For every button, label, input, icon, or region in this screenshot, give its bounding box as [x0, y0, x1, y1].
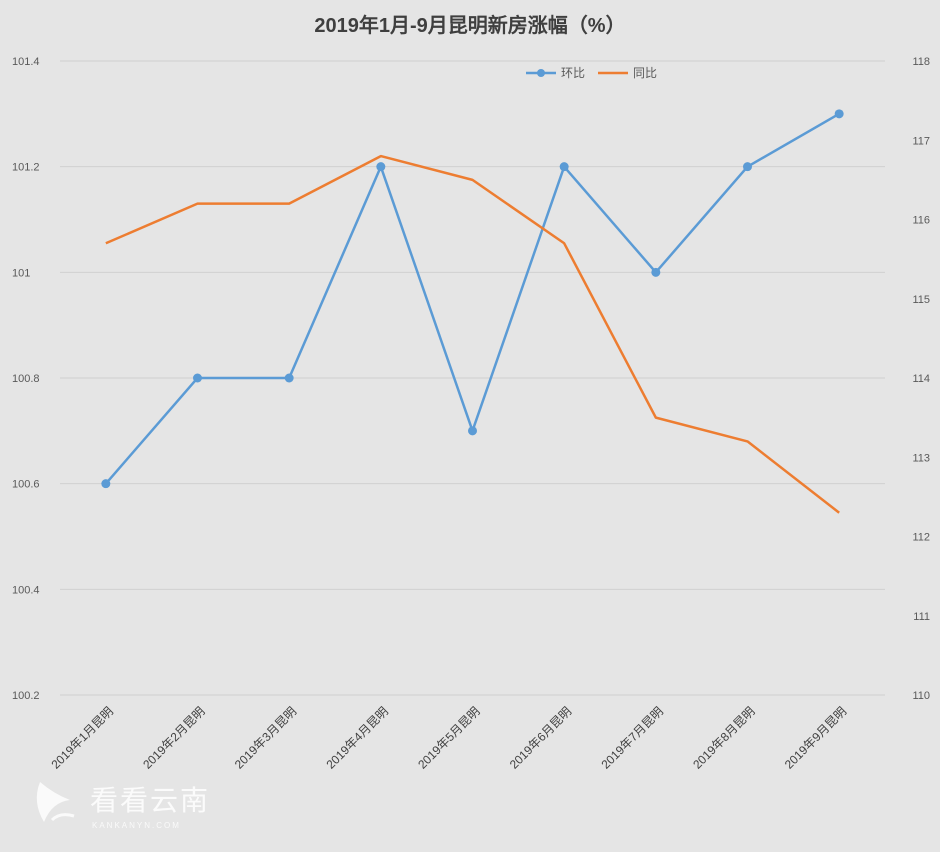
y-left-tick-label: 101.2 — [12, 162, 40, 174]
data-point — [101, 479, 111, 489]
watermark-subtext: KANKANYN.COM — [92, 821, 181, 830]
y-axis-right: 110 111 112 113 114 115 116 117 118 — [912, 56, 930, 702]
x-axis: 2019年1月昆明 2019年2月昆明 2019年3月昆明 2019年4月昆明 2019… — [49, 704, 850, 771]
x-tick-label: 2019年4月昆明 — [324, 704, 391, 771]
y-right-tick-label: 112 — [912, 532, 930, 544]
y-right-tick-label: 115 — [912, 294, 930, 306]
y-right-tick-label: 110 — [912, 690, 930, 702]
y-right-tick-label: 113 — [912, 452, 930, 464]
x-tick-label: 2019年6月昆明 — [507, 704, 574, 771]
legend-label: 同比 — [633, 66, 657, 80]
grid — [60, 60, 885, 696]
x-tick-label: 2019年2月昆明 — [140, 704, 207, 771]
series — [101, 109, 844, 514]
y-left-tick-label: 100.2 — [12, 690, 40, 702]
data-point — [834, 109, 844, 119]
x-tick-label: 2019年7月昆明 — [599, 704, 666, 771]
y-right-tick-label: 111 — [913, 611, 930, 623]
y-right-tick-label: 114 — [912, 373, 930, 385]
watermark-logo-icon — [36, 782, 75, 822]
legend-marker — [537, 69, 545, 77]
y-axis-left: 100.2 100.4 100.6 100.8 101 101.2 101.4 — [12, 56, 40, 702]
y-right-tick-label: 118 — [912, 56, 930, 68]
legend: 环比 同比 — [526, 66, 657, 80]
y-right-tick-label: 117 — [912, 135, 930, 147]
x-tick-label: 2019年3月昆明 — [232, 704, 299, 771]
watermark-text: 看看云南 — [90, 785, 210, 816]
y-left-tick-label: 101 — [12, 267, 30, 279]
data-point — [651, 267, 661, 277]
y-right-tick-label: 116 — [912, 215, 930, 227]
x-tick-label: 2019年8月昆明 — [690, 704, 757, 771]
data-point — [468, 426, 477, 436]
y-left-tick-label: 101.4 — [12, 56, 40, 68]
x-tick-label: 2019年1月昆明 — [49, 704, 116, 771]
data-point — [743, 162, 752, 172]
watermark: 看看云南 KANKANYN.COM — [36, 782, 210, 830]
x-tick-label: 2019年5月昆明 — [415, 704, 482, 771]
data-point — [284, 373, 294, 383]
y-left-tick-label: 100.4 — [12, 584, 40, 596]
data-point — [559, 162, 569, 172]
y-left-tick-label: 100.6 — [12, 479, 40, 491]
legend-label: 环比 — [561, 66, 585, 80]
y-left-tick-label: 100.8 — [12, 373, 40, 385]
data-point — [376, 162, 386, 172]
chart-title: 2019年1月-9月昆明新房涨幅（%） — [314, 13, 625, 37]
data-point — [193, 373, 202, 383]
x-tick-label: 2019年9月昆明 — [782, 704, 849, 771]
series-line — [105, 154, 840, 514]
